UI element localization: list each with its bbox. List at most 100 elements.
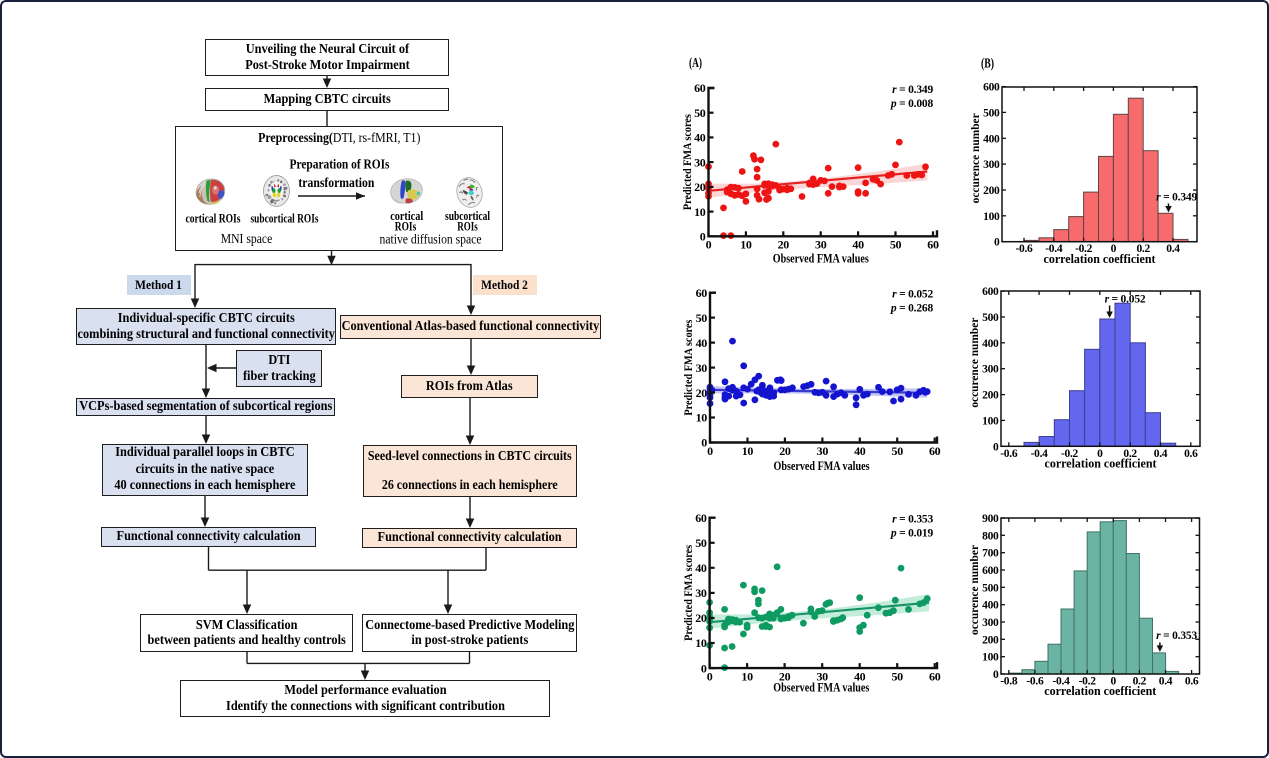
- svg-text:30: 30: [817, 444, 829, 458]
- svg-text:200: 200: [982, 390, 999, 402]
- svg-text:-0.4: -0.4: [1045, 243, 1063, 255]
- svg-text:0: 0: [993, 669, 999, 681]
- svg-text:900: 900: [982, 513, 999, 525]
- svg-text:Predicted FMA scores: Predicted FMA scores: [681, 545, 695, 641]
- svg-text:-0.4: -0.4: [1031, 448, 1049, 460]
- svg-text:r = 0.353: r = 0.353: [892, 514, 933, 526]
- svg-text:500: 500: [982, 312, 999, 324]
- svg-text:500: 500: [982, 582, 999, 594]
- svg-text:0: 0: [1097, 448, 1103, 460]
- svg-text:r = 0.349: r = 0.349: [892, 84, 933, 96]
- svg-text:10: 10: [740, 238, 752, 252]
- svg-text:-0.4: -0.4: [1053, 676, 1071, 688]
- svg-text:300: 300: [982, 617, 999, 629]
- svg-text:60: 60: [929, 669, 941, 683]
- svg-text:50: 50: [890, 238, 902, 252]
- svg-text:transformation: transformation: [298, 176, 374, 191]
- svg-text:r = 0.052: r = 0.052: [1105, 294, 1146, 306]
- svg-text:800: 800: [982, 530, 999, 542]
- svg-text:40: 40: [852, 238, 864, 252]
- svg-text:50: 50: [891, 669, 903, 683]
- svg-text:60: 60: [695, 511, 707, 525]
- svg-text:ROIs: ROIs: [457, 220, 478, 234]
- svg-text:400: 400: [983, 133, 1000, 145]
- svg-text:(A): (A): [689, 55, 702, 70]
- svg-text:(B): (B): [981, 56, 994, 71]
- svg-text:0.2: 0.2: [1123, 448, 1137, 460]
- svg-text:20: 20: [779, 669, 791, 683]
- svg-text:Preparation of ROIs: Preparation of ROIs: [290, 158, 390, 173]
- svg-text:40: 40: [696, 336, 708, 350]
- svg-text:0: 0: [700, 230, 706, 244]
- svg-text:10: 10: [694, 205, 706, 219]
- svg-text:occurence number: occurence number: [969, 318, 981, 408]
- svg-text:10: 10: [695, 636, 707, 650]
- svg-text:0.4: 0.4: [1159, 676, 1173, 688]
- svg-text:-0.6: -0.6: [1026, 676, 1044, 688]
- svg-text:0: 0: [994, 237, 1000, 249]
- svg-text:-0.2: -0.2: [1061, 448, 1079, 460]
- svg-text:20: 20: [696, 386, 708, 400]
- svg-text:0: 0: [701, 661, 707, 675]
- svg-text:60: 60: [694, 81, 706, 95]
- svg-text:correlation coefficient: correlation coefficient: [1044, 683, 1157, 698]
- svg-text:Predicted FMA scores: Predicted FMA scores: [681, 319, 695, 415]
- svg-text:100: 100: [982, 415, 999, 427]
- svg-text:30: 30: [816, 669, 828, 683]
- svg-text:-0.6: -0.6: [1000, 448, 1018, 460]
- svg-text:p = 0.008: p = 0.008: [890, 98, 934, 110]
- svg-text:correlation coefficient: correlation coefficient: [1044, 251, 1157, 266]
- svg-text:40: 40: [854, 669, 866, 683]
- svg-text:0.6: 0.6: [1185, 676, 1199, 688]
- svg-text:r = 0.052: r = 0.052: [892, 289, 933, 301]
- svg-text:0.6: 0.6: [1184, 448, 1198, 460]
- svg-text:20: 20: [694, 180, 706, 194]
- svg-text:Observed FMA values: Observed FMA values: [774, 458, 870, 473]
- svg-text:30: 30: [695, 586, 707, 600]
- svg-text:30: 30: [694, 155, 706, 169]
- svg-text:occurence number: occurence number: [969, 545, 981, 635]
- svg-text:30: 30: [696, 361, 708, 375]
- svg-text:10: 10: [741, 669, 753, 683]
- svg-text:50: 50: [694, 106, 706, 120]
- svg-text:100: 100: [983, 211, 1000, 223]
- svg-text:400: 400: [982, 338, 999, 350]
- svg-text:40: 40: [695, 561, 707, 575]
- svg-text:subcortical: subcortical: [445, 209, 490, 223]
- svg-text:50: 50: [892, 444, 904, 458]
- svg-text:-0.6: -0.6: [1015, 243, 1033, 255]
- svg-text:60: 60: [927, 238, 939, 252]
- svg-text:0: 0: [993, 441, 999, 453]
- svg-text:600: 600: [982, 565, 999, 577]
- svg-text:0: 0: [1111, 243, 1117, 255]
- svg-text:ROIs: ROIs: [395, 220, 417, 234]
- svg-text:50: 50: [695, 536, 707, 550]
- svg-text:500: 500: [983, 107, 1000, 119]
- svg-text:60: 60: [929, 444, 941, 458]
- svg-text:p = 0.019: p = 0.019: [890, 528, 934, 540]
- svg-text:400: 400: [982, 600, 999, 612]
- svg-text:30: 30: [815, 238, 827, 252]
- svg-text:occurence number: occurence number: [970, 113, 982, 203]
- svg-text:700: 700: [982, 548, 999, 560]
- svg-text:0.2: 0.2: [1133, 676, 1147, 688]
- svg-text:Observed FMA values: Observed FMA values: [773, 680, 869, 695]
- svg-text:cortical: cortical: [390, 209, 423, 223]
- svg-text:Predicted FMA scores: Predicted FMA scores: [680, 114, 694, 210]
- svg-text:r = 0.349: r = 0.349: [1156, 192, 1197, 204]
- svg-text:100: 100: [982, 652, 999, 664]
- svg-text:0.4: 0.4: [1166, 243, 1180, 255]
- svg-text:60: 60: [696, 286, 708, 300]
- svg-text:40: 40: [694, 131, 706, 145]
- svg-text:0: 0: [707, 669, 713, 683]
- svg-text:0.4: 0.4: [1154, 448, 1168, 460]
- svg-text:r = 0.353: r = 0.353: [1156, 630, 1197, 642]
- svg-text:200: 200: [982, 634, 999, 646]
- svg-text:MNI space: MNI space: [221, 231, 273, 246]
- svg-text:p = 0.268: p = 0.268: [890, 303, 934, 315]
- svg-text:40: 40: [854, 444, 866, 458]
- svg-text:0: 0: [1111, 676, 1117, 688]
- svg-text:0: 0: [707, 444, 713, 458]
- svg-text:300: 300: [982, 364, 999, 376]
- svg-text:0.2: 0.2: [1136, 243, 1150, 255]
